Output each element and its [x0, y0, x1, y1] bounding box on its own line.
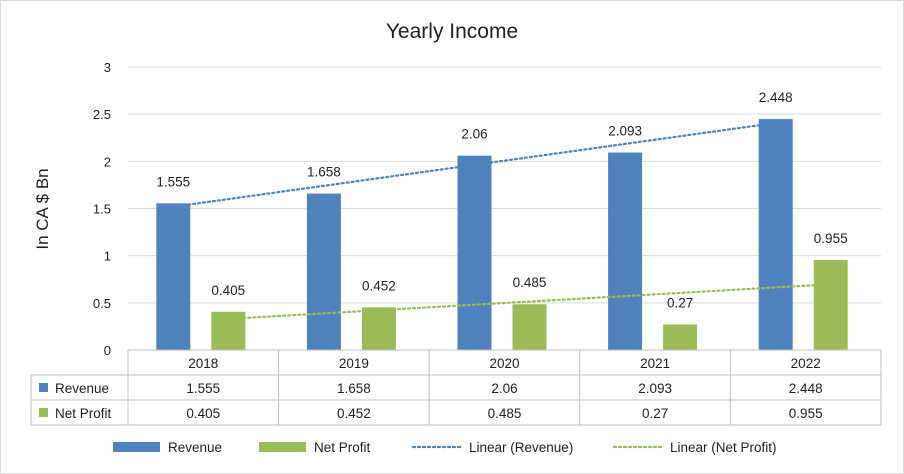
revenue-bar — [156, 203, 191, 350]
table-cell: 0.405 — [186, 406, 220, 421]
table-cell: 0.27 — [642, 406, 668, 421]
y-tick-label: 2 — [104, 154, 111, 169]
legend-label: Linear (Net Profit) — [670, 440, 777, 455]
table-cell: 1.658 — [337, 381, 371, 396]
table-cell: 2.093 — [638, 381, 672, 396]
table-cell: 0.452 — [337, 406, 371, 421]
revenue-data-label: 1.658 — [307, 165, 341, 180]
y-axis-label: In CA $ Bn — [33, 168, 52, 249]
table-cell: 0.955 — [789, 406, 823, 421]
legend-key — [113, 442, 160, 452]
revenue-bar — [758, 119, 793, 351]
net-profit-trendline — [227, 283, 832, 320]
legend-label: Revenue — [168, 440, 222, 455]
table-cell: 2.06 — [491, 381, 517, 396]
revenue-trendline — [172, 121, 777, 208]
revenue-data-label: 2.093 — [608, 124, 642, 139]
table-cell: 2.448 — [789, 381, 823, 396]
net-profit-bar — [361, 307, 396, 350]
net-profit-data-label: 0.485 — [513, 275, 547, 290]
y-tick-label: 0.5 — [93, 296, 111, 311]
x-tick-label: 2022 — [791, 356, 821, 371]
net-profit-data-label: 0.27 — [667, 296, 693, 311]
y-tick-label: 1.5 — [93, 202, 111, 217]
chart-title: Yearly Income — [386, 20, 518, 43]
net-profit-data-label: 0.955 — [814, 231, 848, 246]
revenue-data-label: 2.448 — [759, 90, 793, 105]
y-tick-label: 0 — [104, 343, 111, 358]
revenue-bar — [306, 193, 341, 350]
x-tick-label: 2018 — [188, 356, 218, 371]
table-legend-key — [39, 383, 48, 392]
table-cell: 1.555 — [186, 381, 220, 396]
table-row-header: Revenue — [55, 381, 109, 396]
net-profit-bar — [512, 304, 547, 350]
table-legend-key — [39, 408, 48, 417]
revenue-data-label: 1.555 — [156, 174, 190, 189]
legend-label: Linear (Revenue) — [469, 440, 573, 455]
table-cell: 0.485 — [488, 406, 522, 421]
revenue-data-label: 2.06 — [461, 127, 487, 142]
net-profit-data-label: 0.452 — [362, 278, 396, 293]
y-tick-label: 1 — [104, 249, 111, 264]
legend-key — [259, 442, 306, 452]
revenue-bar — [457, 155, 492, 350]
x-tick-label: 2019 — [339, 356, 369, 371]
revenue-bar — [608, 152, 643, 350]
table-row-header: Net Profit — [55, 406, 112, 421]
net-profit-bar — [813, 259, 848, 350]
x-tick-label: 2021 — [640, 356, 670, 371]
legend-label: Net Profit — [314, 440, 371, 455]
y-tick-label: 2.5 — [93, 107, 111, 122]
y-tick-label: 3 — [104, 60, 111, 75]
x-tick-label: 2020 — [489, 356, 519, 371]
net-profit-data-label: 0.405 — [211, 283, 245, 298]
net-profit-bar — [663, 324, 698, 350]
